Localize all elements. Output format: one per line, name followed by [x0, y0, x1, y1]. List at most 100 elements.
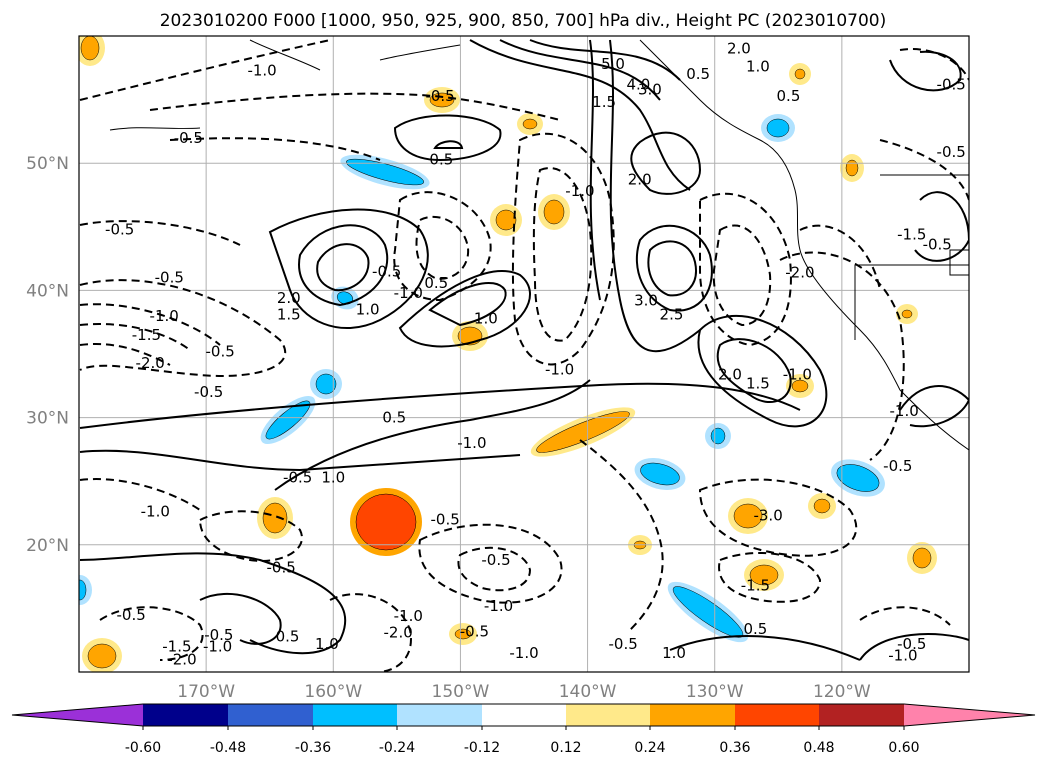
contour-label: -0.5 — [155, 269, 184, 287]
divergence-fill — [265, 400, 311, 440]
coastline-segment — [949, 249, 969, 276]
contour-label: -3.0 — [753, 507, 782, 525]
contour-label: -1.0 — [484, 597, 513, 615]
divergence-fill — [672, 586, 744, 638]
contour-label: -0.5 — [431, 510, 460, 528]
contour-line-positive — [647, 240, 697, 297]
divergence-fill — [640, 462, 680, 486]
contour-label: 2.0 — [628, 171, 652, 189]
lon-tick-label: 170°W — [177, 682, 235, 702]
contour-label: -1.0 — [783, 365, 812, 383]
contour-label: -0.5 — [460, 622, 489, 640]
contour-line-negative — [198, 510, 303, 562]
contour-line-negative — [579, 439, 664, 631]
coastline — [109, 39, 969, 451]
contour-line-positive — [630, 131, 702, 195]
contour-label: 1.0 — [662, 644, 686, 662]
contour-label: -2.0 — [785, 264, 814, 282]
contour-line-negative — [79, 343, 171, 366]
contour-label: -1.0 — [565, 182, 594, 200]
contour-line-negative — [149, 92, 561, 121]
divergence-fill — [749, 564, 779, 586]
contour-label: -0.5 — [204, 626, 233, 644]
contour-line-negative — [393, 191, 492, 302]
contour-line-positive — [316, 243, 370, 292]
contour-line-negative — [418, 523, 563, 604]
longitude-tick-labels: 170°W 160°W 150°W 140°W 130°W 120°W — [177, 682, 871, 702]
coastline-segment — [639, 39, 969, 451]
contour-line-positive — [274, 379, 591, 491]
divergence-fill — [733, 503, 763, 529]
contour-label: -1.0 — [509, 644, 538, 662]
divergence-fill — [901, 309, 913, 319]
colorbar-segment — [397, 704, 482, 726]
contour-label: 2.0 — [727, 40, 751, 58]
colorbar-extend-min — [12, 704, 143, 726]
divergence-fill — [262, 502, 288, 534]
lon-tick-label: 120°W — [813, 682, 871, 702]
contour-label: 1.0 — [746, 58, 770, 76]
colorbar-tick-label: 0.48 — [803, 740, 834, 756]
contour-label: -0.5 — [609, 635, 638, 653]
divergence-fill — [80, 36, 100, 61]
lat-tick-label: 30°N — [26, 409, 69, 429]
contour-line-negative — [79, 478, 201, 511]
contour-label: -2.0 — [136, 354, 165, 372]
contour-label: -2.0 — [383, 624, 412, 642]
contour-label: -2.0 — [167, 650, 196, 668]
divergence-fill — [346, 158, 424, 186]
divergence-fill — [495, 209, 517, 231]
contour-label: 2.0 — [718, 365, 742, 383]
contour-label: -0.5 — [267, 559, 296, 577]
lat-tick-label: 40°N — [26, 281, 69, 301]
colorbar-tick-label: -0.12 — [464, 740, 500, 756]
contour-line-positive — [393, 114, 502, 162]
contour-label: 1.5 — [592, 93, 616, 111]
contour-line-negative — [457, 546, 532, 592]
colorbar-tick-label: 0.24 — [634, 740, 665, 756]
contour-line-positive — [609, 39, 701, 353]
contour-label: 0.5 — [276, 627, 300, 645]
contour-label: -1.0 — [394, 607, 423, 625]
contour-line-negative — [698, 478, 858, 557]
divergence-fill — [710, 427, 726, 445]
contour-label: -0.5 — [897, 635, 926, 653]
contour-line-negative — [329, 593, 412, 672]
colorbar-tick-labels: -0.60 -0.48 -0.36 -0.24 -0.12 0.12 0.24 0.36 0.4… — [125, 726, 920, 756]
contour-label: -0.5 — [937, 143, 966, 161]
divergence-fill — [79, 579, 87, 601]
contour-line-negative — [899, 48, 969, 81]
contour-line-positive — [499, 39, 661, 101]
divergence-fill — [836, 464, 880, 492]
contour-line-negative — [859, 606, 951, 626]
contour-label: 5.0 — [601, 55, 625, 73]
contour-line-positive — [199, 592, 282, 645]
contour-line-negative — [79, 220, 241, 246]
contour-line-negative — [79, 303, 221, 346]
divergence-fill — [315, 373, 337, 395]
contour-label: -1.0 — [247, 61, 276, 79]
contour-line-positive — [669, 635, 861, 661]
colorbar-segment — [143, 704, 228, 726]
lat-tick-label: 20°N — [26, 536, 69, 556]
colorbar — [11, 703, 1036, 727]
contour-label: -1.5 — [162, 638, 191, 656]
contour-line-positive — [469, 39, 691, 191]
colorbar-extend-max — [904, 704, 1035, 726]
map-gridlines — [79, 36, 969, 672]
divergence-fill — [845, 159, 859, 177]
divergence-fill — [791, 379, 809, 393]
contour-label: -0.5 — [174, 129, 203, 147]
colorbar-segment — [313, 704, 397, 726]
contour-label: -0.5 — [205, 342, 234, 360]
colorbar-tick-label: -0.60 — [125, 740, 161, 756]
contour-labels: -1.0-0.5-0.50.5-0.5-0.5-1.0-1.5-2.0-0.5-… — [105, 40, 966, 669]
contour-label: -0.5 — [923, 236, 952, 254]
contour-line-positive — [398, 270, 531, 348]
divergence-fill — [813, 498, 831, 514]
contour-label: 0.5 — [424, 274, 448, 292]
contour-line-negative — [718, 552, 822, 603]
divergence-fill — [87, 643, 117, 669]
contour-line-negative — [532, 167, 593, 342]
contour-label: -1.0 — [545, 360, 574, 378]
